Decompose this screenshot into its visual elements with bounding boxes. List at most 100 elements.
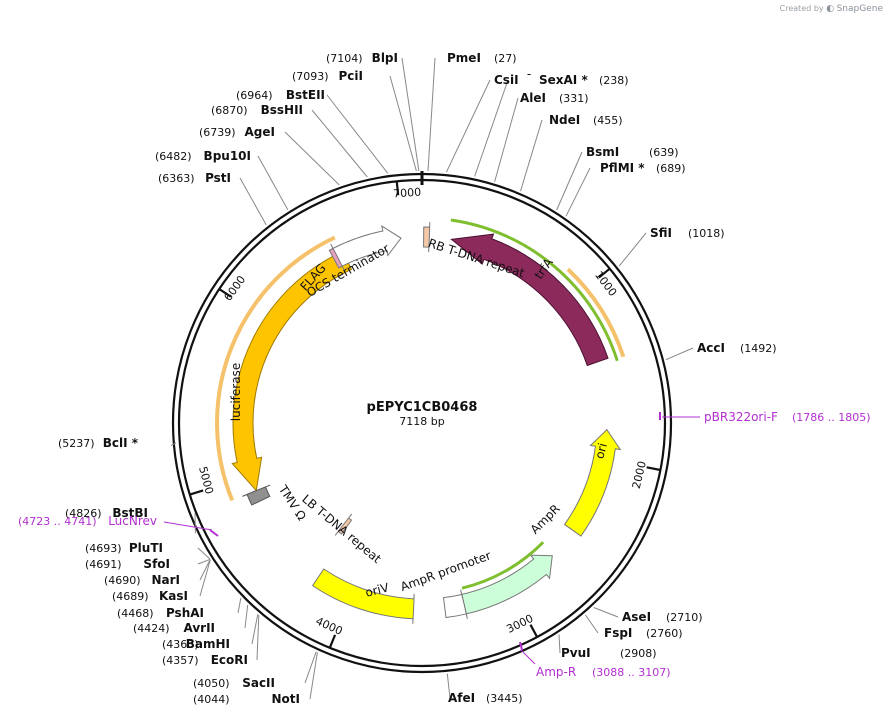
label-leader-lines (163, 57, 700, 700)
site-position-pshai: (4468) (117, 607, 154, 620)
site-label-pshai: PshAI (166, 606, 204, 620)
site-label-sacii: SacII (242, 676, 275, 690)
site-label-bpu10i: Bpu10I (204, 149, 251, 163)
site-label-pcii: PciI (339, 69, 364, 83)
ocs-terminator-feature (331, 225, 402, 268)
leader-bcli (170, 442, 177, 446)
luciferase-feature (231, 250, 353, 492)
features-layer (231, 222, 622, 624)
tick-3000 (529, 624, 539, 638)
site-label-sfoi: SfoI (143, 557, 170, 571)
leader-pmei (427, 57, 436, 172)
tick-1000 (598, 267, 611, 279)
tick-label-7000: 7000 (393, 186, 422, 201)
leader-blpi (401, 57, 420, 172)
leader-agei (284, 131, 340, 186)
plasmid-length: 7118 bp (399, 415, 444, 428)
ampr-orf-arc (461, 541, 545, 590)
tmv-omega-feature (242, 484, 271, 506)
site-position-acci: (1492) (740, 342, 777, 355)
site-position-ecori: (4357) (162, 654, 199, 667)
leader-csii (445, 79, 491, 173)
site-label-pflmi: PflMI * (600, 161, 645, 175)
leader-sexai (474, 79, 509, 177)
site-label-fspi: FspI (604, 626, 632, 640)
tick-label-6000: 6000 (221, 273, 248, 303)
site-position-pflmi: (689) (656, 162, 686, 175)
primer-leader-lucnrev (163, 521, 213, 531)
orf-orange-arc (566, 267, 626, 358)
site-label-kasi: KasI (159, 589, 188, 603)
feature-label-oriv: oriV (364, 580, 391, 600)
site-position-noti: (4044) (193, 693, 230, 706)
leader-bsmi (556, 151, 583, 211)
site-label-pluti: PluTI (129, 541, 163, 555)
tick-2000 (646, 466, 661, 472)
leader-pshai (237, 598, 242, 614)
primer-range-lucnrev: (4723 .. 4741) (18, 515, 97, 528)
trfa-feature (450, 233, 609, 367)
primer-leader-ampr (520, 649, 536, 665)
tick-7000 (395, 181, 400, 196)
leader-bpu10i (257, 155, 289, 210)
site-label-sexai: SexAI * (539, 73, 588, 87)
leader-psti (239, 177, 267, 226)
luciferase-orf-arc (215, 235, 336, 502)
site-label-sfii: SfiI (650, 226, 672, 240)
feature-label-ampr-promoter: AmpR promoter (398, 548, 492, 594)
site-label-blpi: BlpI (372, 51, 398, 65)
site-position-kasi: (4689) (112, 590, 149, 603)
site-position-bsshii: (6870) (211, 104, 248, 117)
flag-feature (328, 243, 345, 271)
ori-feature (563, 428, 622, 537)
site-position-alei: (331) (559, 92, 589, 105)
site-position-psti: (6363) (158, 172, 195, 185)
site-position-bstbi: (4826) (65, 507, 102, 520)
leader-pflmi (565, 167, 591, 217)
tick-label-2000: 2000 (630, 460, 649, 490)
leader-afei (446, 673, 451, 699)
tick-6000 (218, 288, 232, 298)
snapgene-logo-icon: ◐ (826, 4, 835, 14)
site-label-afei: AfeI (448, 691, 475, 705)
site-label-avrii: AvrII (183, 621, 215, 635)
site-position-fspi: (2760) (646, 627, 683, 640)
site-position-ndei: (455) (593, 114, 623, 127)
leader-kasi (199, 559, 211, 597)
tick-label-1000: 1000 (592, 269, 619, 299)
site-position-sacii: (4050) (193, 677, 230, 690)
leader-ecori (256, 614, 260, 661)
site-position-avrii: (4424) (133, 622, 170, 635)
site-label-agei: AgeI (245, 125, 275, 139)
leader-nari (199, 559, 211, 581)
site-position-sexai: (238) (599, 74, 629, 87)
site-label-bsteii: BstEII (286, 88, 325, 102)
leader-bsshii (311, 109, 368, 178)
feature-label-luciferase: luciferase (229, 363, 243, 421)
leader-pcii (389, 75, 417, 172)
site-label-pvui: PvuI (561, 646, 591, 660)
tick-label-3000: 3000 (505, 612, 536, 636)
site-label-alei: AleI (520, 91, 546, 105)
leader-bamhi (251, 614, 259, 645)
site-position-sfii: (1018) (688, 227, 725, 240)
site-label-bstbi: BstBI (112, 506, 148, 520)
feature-label-ori: ori (592, 442, 610, 461)
leader-sacii (304, 651, 317, 684)
site-position-bsteii: (6964) (236, 89, 273, 102)
site-position-asei: (2710) (666, 611, 703, 624)
plasmid-name: pEPYC1CB0468 (367, 400, 478, 415)
site-position-agei: (6739) (199, 126, 236, 139)
primer-label-lucnrev: LucNrev (108, 514, 157, 528)
site-label-csii: CsiI (494, 73, 519, 87)
site-position-pmei: (27) (494, 52, 517, 65)
site-position-bcli: (5237) (58, 437, 95, 450)
site-label-bsmi: BsmI (586, 145, 619, 159)
lb-tdna-feature (334, 513, 353, 536)
leader-bsteii (326, 94, 389, 174)
watermark: Created by ◐ SnapGene (780, 4, 883, 14)
site-label-psti: PstI (205, 171, 231, 185)
feature-label-lb-tdna: LB T-DNA repeat (299, 492, 384, 566)
leader-asei (593, 607, 619, 618)
